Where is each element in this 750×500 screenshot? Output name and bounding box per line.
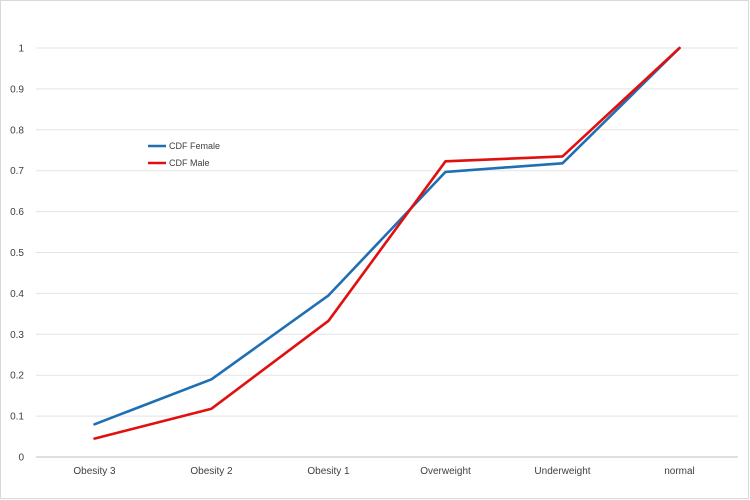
series-line-cdf-male — [93, 46, 681, 440]
y-tick-label: 0.7 — [10, 166, 24, 177]
y-tick-label: 1 — [18, 44, 24, 55]
y-tick-label: 0.6 — [10, 207, 24, 218]
y-tick-label: 0 — [18, 453, 24, 464]
series-line-cdf-female — [93, 46, 681, 426]
y-tick-label: 0.9 — [10, 84, 24, 95]
x-tick-label: normal — [664, 466, 695, 477]
x-tick-label: Obesity 2 — [190, 466, 233, 477]
y-tick-label: 0.4 — [10, 289, 24, 300]
x-tick-label: Overweight — [420, 466, 471, 477]
gridlines — [36, 47, 738, 458]
y-tick-label: 0.5 — [10, 248, 24, 259]
series-lines — [93, 46, 681, 440]
y-tick-label: 0.2 — [10, 371, 24, 382]
x-axis-ticks: Obesity 3 Obesity 2 Obesity 1 Overweight Und… — [73, 466, 694, 477]
x-tick-label: Obesity 1 — [307, 466, 350, 477]
x-tick-label: Underweight — [534, 466, 590, 477]
y-axis-ticks: 0 0.1 0.2 0.3 0.4 0.5 0.6 0.7 0.8 0.9 1 — [10, 44, 24, 464]
legend-label: CDF Female — [169, 141, 220, 151]
y-tick-label: 0.1 — [10, 412, 24, 423]
legend: CDF Female CDF Male — [148, 141, 220, 168]
y-tick-label: 0.3 — [10, 330, 24, 341]
legend-label: CDF Male — [169, 158, 210, 168]
y-tick-label: 0.8 — [10, 125, 24, 136]
x-tick-label: Obesity 3 — [73, 466, 116, 477]
